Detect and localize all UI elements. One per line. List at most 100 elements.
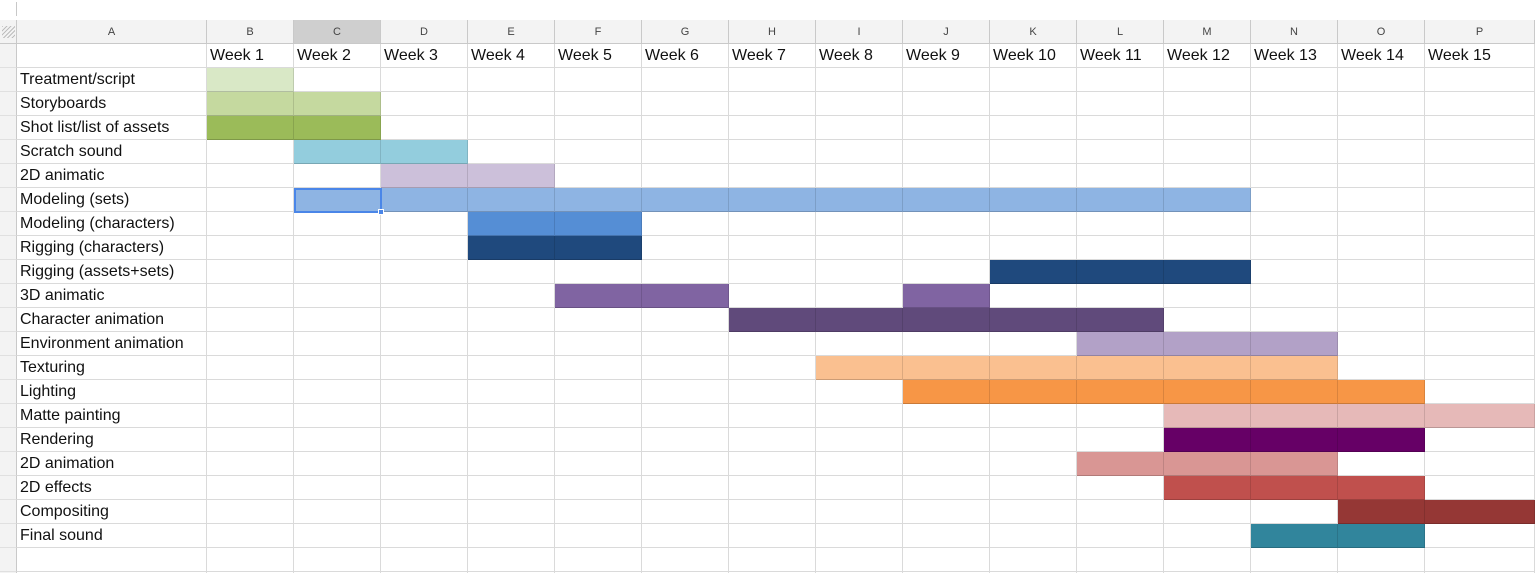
gantt-bar-cell[interactable]: [990, 308, 1077, 332]
week-header-cell[interactable]: Week 9: [903, 44, 990, 68]
cell[interactable]: [816, 92, 903, 116]
cell[interactable]: [1251, 284, 1338, 308]
gantt-bar-cell[interactable]: [1338, 404, 1425, 428]
task-name-cell[interactable]: 3D animatic: [17, 284, 207, 308]
cell[interactable]: [729, 380, 816, 404]
gantt-bar-cell[interactable]: [903, 188, 990, 212]
cell[interactable]: [990, 68, 1077, 92]
cell[interactable]: [207, 524, 294, 548]
gantt-bar-cell[interactable]: [903, 380, 990, 404]
gantt-bar-cell[interactable]: [1251, 452, 1338, 476]
gantt-bar-cell[interactable]: [1251, 476, 1338, 500]
cell[interactable]: [1251, 140, 1338, 164]
cell[interactable]: [990, 404, 1077, 428]
cell[interactable]: [1164, 308, 1251, 332]
cell[interactable]: [990, 500, 1077, 524]
gantt-bar-cell[interactable]: [207, 68, 294, 92]
gantt-bar-cell[interactable]: [1338, 524, 1425, 548]
cell[interactable]: [468, 68, 555, 92]
task-name-cell[interactable]: 2D effects: [17, 476, 207, 500]
cell[interactable]: [903, 404, 990, 428]
column-header-e[interactable]: E: [468, 20, 555, 44]
cell[interactable]: [468, 452, 555, 476]
cell[interactable]: [207, 188, 294, 212]
gantt-bar-cell[interactable]: [1077, 452, 1164, 476]
cell[interactable]: [381, 116, 468, 140]
column-header-p[interactable]: P: [1425, 20, 1535, 44]
task-name-cell[interactable]: Environment animation: [17, 332, 207, 356]
cell[interactable]: [1164, 236, 1251, 260]
cell[interactable]: [468, 380, 555, 404]
row-header[interactable]: [0, 236, 17, 260]
cell[interactable]: [294, 308, 381, 332]
cell[interactable]: [1077, 500, 1164, 524]
cell[interactable]: [729, 164, 816, 188]
gantt-bar-cell[interactable]: [1077, 260, 1164, 284]
cell[interactable]: [294, 524, 381, 548]
row-header[interactable]: [0, 380, 17, 404]
cell[interactable]: [1251, 236, 1338, 260]
task-name-cell[interactable]: Treatment/script: [17, 68, 207, 92]
cell[interactable]: [1425, 116, 1535, 140]
cell[interactable]: [816, 116, 903, 140]
row-header[interactable]: [0, 116, 17, 140]
cell[interactable]: [642, 356, 729, 380]
gantt-bar-cell[interactable]: [1251, 428, 1338, 452]
cell[interactable]: [555, 548, 642, 572]
row-header[interactable]: [0, 404, 17, 428]
cell[interactable]: [1338, 260, 1425, 284]
cell[interactable]: [1164, 164, 1251, 188]
cell[interactable]: [207, 260, 294, 284]
gantt-bar-cell[interactable]: [294, 116, 381, 140]
cell[interactable]: [903, 68, 990, 92]
cell[interactable]: [729, 356, 816, 380]
cell[interactable]: [1425, 68, 1535, 92]
cell[interactable]: [555, 260, 642, 284]
cell[interactable]: [1425, 92, 1535, 116]
cell[interactable]: [903, 236, 990, 260]
gantt-bar-cell[interactable]: [1164, 428, 1251, 452]
task-name-cell[interactable]: 2D animation: [17, 452, 207, 476]
cell[interactable]: [903, 116, 990, 140]
gantt-bar-cell[interactable]: [468, 188, 555, 212]
cell[interactable]: [1425, 212, 1535, 236]
cell[interactable]: [468, 284, 555, 308]
cell[interactable]: [468, 404, 555, 428]
cell[interactable]: [555, 116, 642, 140]
task-name-cell[interactable]: Shot list/list of assets: [17, 116, 207, 140]
gantt-bar-cell[interactable]: [990, 356, 1077, 380]
cell[interactable]: [642, 308, 729, 332]
cell[interactable]: [990, 548, 1077, 572]
cell[interactable]: [468, 500, 555, 524]
cell[interactable]: [381, 500, 468, 524]
cell[interactable]: [468, 548, 555, 572]
column-header-f[interactable]: F: [555, 20, 642, 44]
cell[interactable]: [294, 452, 381, 476]
cell[interactable]: [1425, 428, 1535, 452]
gantt-bar-cell[interactable]: [555, 284, 642, 308]
cell[interactable]: [729, 92, 816, 116]
cell[interactable]: [294, 284, 381, 308]
cell[interactable]: [1251, 164, 1338, 188]
column-header-i[interactable]: I: [816, 20, 903, 44]
cell[interactable]: [1425, 476, 1535, 500]
cell[interactable]: [1425, 548, 1535, 572]
cell[interactable]: [1164, 140, 1251, 164]
cell[interactable]: [1251, 548, 1338, 572]
cell[interactable]: [381, 524, 468, 548]
cell[interactable]: [381, 380, 468, 404]
cell[interactable]: [642, 260, 729, 284]
gantt-bar-cell[interactable]: [381, 188, 468, 212]
cell[interactable]: [555, 428, 642, 452]
cell[interactable]: [990, 284, 1077, 308]
cell[interactable]: [990, 164, 1077, 188]
cell[interactable]: [816, 236, 903, 260]
cell[interactable]: [1164, 68, 1251, 92]
row-header[interactable]: [0, 164, 17, 188]
week-header-cell[interactable]: Week 7: [729, 44, 816, 68]
cell[interactable]: [903, 140, 990, 164]
column-header-c[interactable]: C: [294, 20, 381, 44]
gantt-bar-cell[interactable]: [1077, 188, 1164, 212]
row-header[interactable]: [0, 68, 17, 92]
cell[interactable]: [294, 164, 381, 188]
